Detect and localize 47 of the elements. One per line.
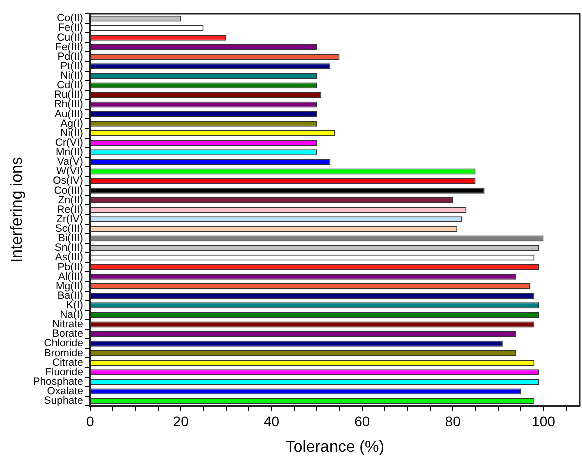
y-tick-label: Rh(III) [54,98,84,111]
y-tick-label: Mg(II) [56,280,84,292]
y-tick-label: Re(II) [57,204,84,216]
x-tick-label: 40 [264,413,280,430]
y-tick-label: Co(II) [57,12,84,25]
y-tick-label: Ni(II) [60,70,84,82]
y-tick-label: Ba(II) [58,290,84,302]
y-tick-label: Bromide [44,347,84,360]
y-tick-label: Os(IV) [53,175,84,188]
y-tick-label: Pb(II) [58,261,84,274]
y-tick-label: Bi(III) [58,232,84,245]
x-axis-title: Tolerance (%) [286,438,385,456]
y-tick-label: Chloride [44,338,84,350]
y-tick-label: Phosphate [33,376,84,388]
y-tick-label: Zr(IV) [56,213,84,226]
x-tick-label: 100 [532,413,556,430]
y-tick-label: Cu(II) [57,32,84,44]
y-tick-label: Citrate [52,356,84,369]
y-tick-label: Cr(VI) [55,136,84,149]
x-tick-label: 0 [86,413,95,430]
y-tick-label: Co(III) [54,184,84,197]
y-tick-label: Suphate [44,395,84,408]
y-tick-label: Au(III) [54,108,84,120]
y-tick-label: Pd(II) [58,50,84,63]
y-tick-label: Ni(II) [60,127,84,140]
y-tick-label: Sn(III) [54,242,84,254]
y-tick-label: W(VI) [56,166,84,178]
y-axis-title: Interfering ions [9,157,26,263]
x-tick-label: 60 [354,413,370,430]
y-tick-label: Zn(II) [58,194,84,206]
y-tick-label: Fe(III) [55,41,84,54]
y-tick-label: Al(III) [58,270,84,283]
y-tick-label: Nitrate [52,318,84,331]
y-tick-label: Va(V) [57,156,84,168]
y-tick-label: As(III) [55,252,84,264]
y-tick-label: Sc(III) [55,223,84,236]
y-tick-label: Mn(II) [56,146,84,159]
y-tick-label: Pt(II) [60,60,84,72]
y-tick-label: Fluoride [45,366,84,378]
x-tick-label: 80 [445,413,462,430]
y-tick-label: Ag(I) [60,118,84,130]
y-tick-label: Ru(III) [54,89,84,102]
y-tick-label: Fe(II) [58,22,84,34]
x-tick-label: 20 [173,413,190,430]
y-tick-label: Na(I) [60,309,84,322]
y-tick-label: K(I) [66,300,84,312]
y-tick-label: Cd(II) [57,80,84,92]
